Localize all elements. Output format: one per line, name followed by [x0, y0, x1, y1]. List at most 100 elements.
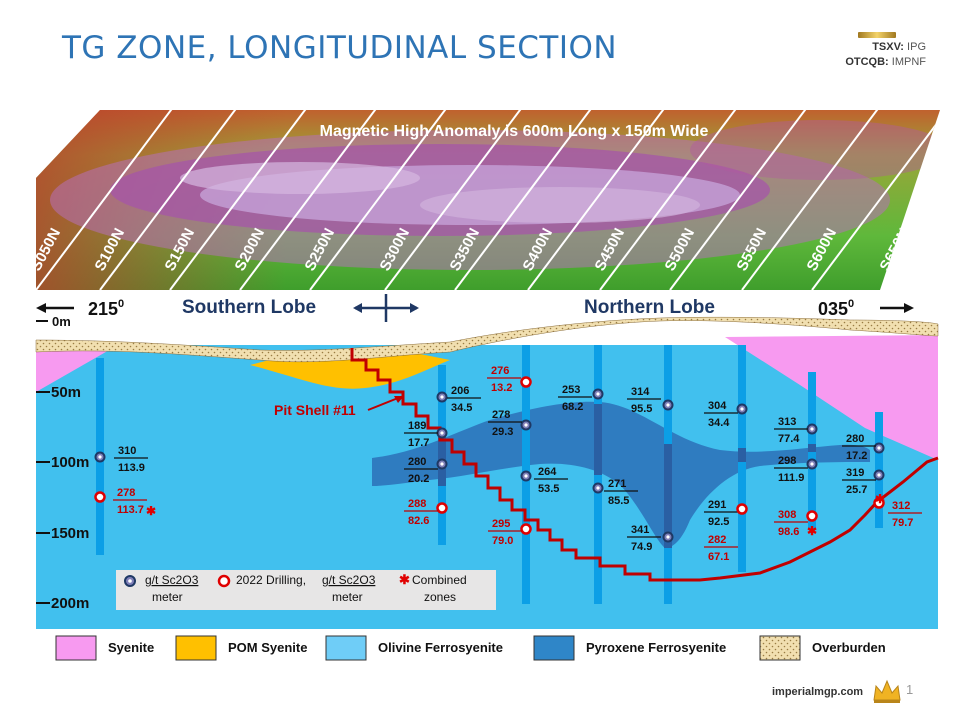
- depth-label-150m: 150m: [51, 525, 89, 542]
- drilling-2022-marker-icon: [520, 376, 532, 388]
- northern-lobe-label: Northern Lobe: [584, 297, 715, 318]
- historic-intercept-label: 314 95.5: [627, 386, 661, 415]
- historic-intercept-length: 68.2: [562, 401, 583, 413]
- right-azimuth: 0350: [818, 298, 854, 319]
- drilling-2022-intercept-length: 13.2: [491, 382, 512, 394]
- historic-intercept-label: 206 34.5: [447, 385, 481, 414]
- drilling-2022-marker-icon: [873, 497, 885, 509]
- syenite-body-left: [36, 345, 118, 392]
- historic-intercept-length: 85.5: [608, 495, 629, 507]
- historic-intercept-grade: 280: [846, 433, 864, 445]
- historic-intercept-length: 95.5: [631, 403, 652, 415]
- historic-intercept-length: 77.4: [778, 433, 800, 445]
- historic-intercept-grade: 253: [562, 384, 580, 396]
- historic-intercept-grade: 310: [118, 445, 136, 457]
- left-arrowhead-icon: [36, 303, 46, 313]
- legend-label-olivine-ferrosyenite: Olivine Ferrosyenite: [378, 640, 503, 655]
- drilling-2022-intercept-grade: 276: [491, 365, 509, 377]
- historic-intercept-label: 253 68.2: [558, 384, 592, 413]
- right-arrowhead-icon: [904, 303, 914, 313]
- ticker-tsxv: TSXV: IPG: [872, 41, 926, 53]
- legend-label-pom-syenite: POM Syenite: [228, 640, 307, 655]
- historic-intercept-marker-icon: [662, 399, 674, 411]
- drilling-legend-bottom: meter: [332, 590, 363, 604]
- drilling-2022-symbol-icon: [217, 574, 231, 588]
- page-title: TG ZONE, LONGITUDINAL SECTION: [62, 30, 618, 66]
- magnetic-anomaly-map: S050N S100N S150N S200N S250N S300N S350N S400N…: [36, 110, 940, 290]
- historic-intercept-marker-icon: [662, 531, 674, 543]
- historic-intercept-length: 53.5: [538, 483, 559, 495]
- historic-intercept-label: 298 111.9: [774, 455, 808, 484]
- symbol-legend: g/t Sc2O3 meter 2022 Drilling, g/t Sc2O3…: [116, 570, 496, 610]
- pit-shell-pointer-icon: [367, 397, 399, 411]
- drilling-legend-top: g/t Sc2O3: [322, 573, 376, 587]
- section-line-s100n: [99, 110, 251, 290]
- historic-intercept-grade: 341: [631, 524, 649, 536]
- drilling-2022-intercept-grade: 308: [778, 509, 796, 521]
- section-line-s450n: [599, 110, 751, 290]
- ticker-otcqb: OTCQB: IMPNF: [845, 56, 926, 68]
- pyroxene-ferrosyenite-body: [372, 401, 870, 548]
- drilling-2022-intercept-length: 79.0: [492, 535, 513, 547]
- drilling-2022-marker-icon: [806, 510, 818, 522]
- section-line-s400n: [527, 110, 679, 290]
- drilling-2022-intercept-label: 276 13.2: [487, 365, 521, 394]
- legend-swatch-syenite: [55, 635, 97, 661]
- drilling-2022-intercept-label: 288 82.6: [404, 498, 438, 527]
- depth-scale: 0m 50m 100m 150m 200m: [36, 314, 89, 612]
- section-line-s050n: [36, 110, 187, 290]
- crosshair-icon: [355, 294, 417, 322]
- historic-intercept-grade: 319: [846, 467, 864, 479]
- historic-intercept-length: 17.2: [846, 450, 867, 462]
- historic-intercept-grade: 278: [492, 409, 510, 421]
- drilling-2022-intercept-length: 67.1: [708, 551, 729, 563]
- depth-label-100m: 100m: [51, 454, 89, 471]
- historic-intercept-marker-icon: [520, 419, 532, 431]
- section-line-s550n: [741, 110, 893, 290]
- section-line-s300n: [384, 110, 536, 290]
- section-line-s200n: [239, 110, 391, 290]
- drilling-2022-intercept-label: 312 79.7: [888, 500, 922, 529]
- drilling-2022-marker-icon: [436, 502, 448, 514]
- historic-intercept-marker-icon: [436, 391, 448, 403]
- historic-intercept-length: 20.2: [408, 473, 429, 485]
- depth-label-0m: 0m: [52, 314, 71, 329]
- historic-intercept-marker-icon: [736, 403, 748, 415]
- legend-swatch-pom-syenite: [175, 635, 217, 661]
- historic-intercept-marker-icon: [873, 442, 885, 454]
- depth-label-200m: 200m: [51, 595, 89, 612]
- historic-intercept-length: 34.4: [708, 417, 730, 429]
- drill-hole-pyroxene-segment: [738, 448, 746, 462]
- southern-lobe-label: Southern Lobe: [182, 297, 316, 318]
- section-line-s500n: [669, 110, 821, 290]
- pit-shell-label: Pit Shell #11: [274, 402, 356, 418]
- drilling-2022-intercept-grade: 278: [117, 487, 135, 499]
- drilling-2022-intercept-label: 278 113.7: [113, 487, 147, 516]
- historic-intercept-grade: 304: [708, 400, 727, 412]
- historic-intercept-marker-icon: [873, 469, 885, 481]
- depth-label-50m: 50m: [51, 384, 81, 401]
- lithology-legend: Syenite POM Syenite Olivine Ferrosyenite Py…: [55, 635, 886, 661]
- drilling-legend-label: 2022 Drilling,: [236, 573, 306, 587]
- section-line-s150n: [169, 110, 321, 290]
- historic-intercept-length: 29.3: [492, 426, 513, 438]
- historic-intercept-label: 280 20.2: [404, 456, 438, 485]
- legend-swatch-olivine-ferrosyenite: [325, 635, 367, 661]
- drilling-2022-intercept-label: 308 98.6: [774, 509, 808, 538]
- syenite-body-right: [725, 335, 938, 460]
- combined-zone-star-icon: ✱: [807, 524, 817, 538]
- historic-intercept-label: 319 25.7: [842, 467, 876, 496]
- drilling-2022-marker-icon: [94, 491, 106, 503]
- historic-intercept-grade: 264: [538, 466, 557, 478]
- historic-intercept-label: 278 29.3: [488, 409, 522, 438]
- historic-intercept-marker-icon: [592, 388, 604, 400]
- historic-intercept-marker-icon: [806, 423, 818, 435]
- footer-url[interactable]: imperialmgp.com: [772, 686, 864, 698]
- historic-intercept-marker-icon: [94, 451, 106, 463]
- historic-intercept-grade: 313: [778, 416, 796, 428]
- historic-legend-bottom: meter: [152, 590, 183, 604]
- historic-intercept-grade: 271: [608, 478, 626, 490]
- left-azimuth: 2150: [88, 298, 124, 319]
- historic-intercept-length: 92.5: [708, 516, 729, 528]
- historic-intercept-grade: 314: [631, 386, 650, 398]
